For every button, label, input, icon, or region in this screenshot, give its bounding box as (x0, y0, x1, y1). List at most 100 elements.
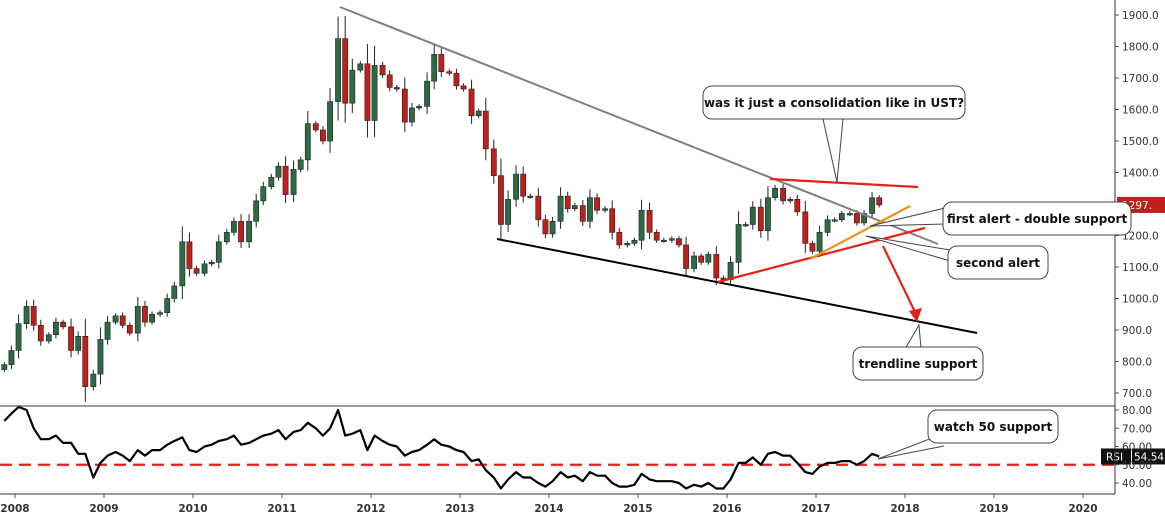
candle-body-up (15, 323, 22, 351)
candle-body-down (579, 205, 586, 222)
candle-body-up (157, 312, 163, 315)
candle-body-up (505, 198, 511, 225)
candle-body-down (238, 221, 244, 243)
annotation-first-alert-box (942, 201, 1132, 236)
candle-body-up (53, 321, 59, 336)
candle-body-up (290, 169, 297, 195)
candle-body-down (186, 241, 193, 269)
candle-body-down (676, 238, 682, 246)
annotation-trendline-support: trendline support (852, 323, 984, 381)
price-axis-tick-label: 1400.0 (1122, 168, 1159, 180)
trendlines-layer (339, 6, 978, 334)
candle-body-down (535, 195, 542, 221)
candle-body-up (475, 110, 482, 117)
rsi-value-tag (1132, 448, 1165, 465)
candle-body-up (327, 101, 333, 142)
rsi-name-tag (1101, 448, 1131, 465)
resistance-line-red (769, 177, 919, 189)
candle-body-up (424, 80, 430, 107)
candle-body-down (30, 306, 37, 326)
support-line-orange (809, 205, 911, 260)
candle-body-down (542, 219, 549, 235)
candle-body-down (794, 198, 801, 213)
candle-body-up (104, 321, 111, 340)
time-axis-tick-label: 2009 (89, 503, 118, 515)
candle-body-down (698, 255, 705, 263)
annotation-consolidation-pointer (822, 118, 844, 183)
candle-body-down (453, 72, 460, 87)
candle-body-up (549, 221, 556, 235)
rsi-line (3, 405, 880, 490)
candle-body-up (846, 213, 853, 216)
annotation-second-alert-pointer (865, 235, 951, 262)
candle-body-up (1, 364, 8, 370)
candle-body-down (564, 195, 571, 210)
candle-body-up (297, 159, 304, 170)
candle-body-down (364, 63, 371, 121)
candle-body-down (386, 74, 393, 88)
candle-body-up (171, 285, 178, 299)
candle-body-up (268, 176, 275, 187)
candle-body-down (126, 324, 133, 334)
candle-body-up (787, 198, 794, 202)
annotation-watch-50-box (927, 409, 1059, 444)
annotation-first-alert-text: first alert - double support (947, 212, 1128, 226)
candle-body-up (223, 232, 230, 243)
candle-body-up (335, 38, 341, 102)
candle-body-down (468, 88, 475, 117)
candle-body-down (342, 38, 349, 104)
annotation-watch-50-text: watch 50 support (934, 420, 1053, 434)
candle-body-up (201, 263, 208, 274)
price-axis-tick-label: 1100.0 (1122, 262, 1159, 274)
price-axis-tick-label: 800.0 (1122, 357, 1152, 369)
candle-body-down (438, 54, 445, 73)
candle-body-up (831, 219, 838, 222)
candle-body-up (869, 197, 875, 214)
time-axis-tick-label: 2015 (623, 503, 652, 515)
candle-body-down (393, 87, 400, 90)
candle-body-up (231, 221, 237, 233)
candle-body-down (68, 326, 74, 351)
candle-body-up (668, 238, 675, 241)
candle-body-up (416, 106, 422, 109)
candle-body-up (705, 254, 712, 263)
candle-body-up (602, 208, 608, 211)
candle-body-up (735, 224, 742, 263)
time-axis-tick-label: 2019 (979, 503, 1008, 515)
candle-body-up (149, 313, 155, 323)
time-axis-tick-label: 2008 (0, 503, 29, 515)
candle-body-up (624, 243, 631, 246)
candle-body-down (320, 129, 326, 142)
price-axis-tick-label: 1700.0 (1122, 73, 1159, 85)
candle-body-up (571, 205, 578, 210)
price-axis-tick-label: 1000.0 (1122, 294, 1159, 306)
candle-body-up (23, 306, 30, 325)
candle-body-down (37, 324, 44, 342)
downtrend-line-upper (339, 6, 939, 245)
candle-body-up (557, 195, 564, 222)
time-axis-tick-label: 2014 (534, 503, 563, 515)
candle-body-up (246, 221, 252, 243)
candle-body-up (727, 261, 734, 280)
candle-body-down (713, 254, 720, 279)
rsi-axis-tick-label: 60.00 (1122, 442, 1152, 454)
annotation-watch-50: watch 50 support (877, 409, 1059, 460)
candle-body-down (482, 110, 489, 150)
candle-body-up (527, 195, 534, 198)
candle-body-up (587, 197, 593, 222)
candle-body-up (838, 213, 845, 221)
candle-body-down (379, 65, 386, 76)
candle-body-up (253, 200, 260, 222)
candle-body-up (638, 210, 645, 241)
candle-body-up (749, 206, 756, 225)
projection-arrow-head (909, 308, 922, 322)
rsi-axis-tick-label: 50.00 (1122, 460, 1152, 472)
candle-body-down (876, 197, 883, 206)
candle-body-up (134, 306, 141, 334)
candle-body-up (824, 219, 831, 233)
candle-body-down (446, 71, 453, 74)
annotation-watch-50-pointer (877, 437, 945, 460)
